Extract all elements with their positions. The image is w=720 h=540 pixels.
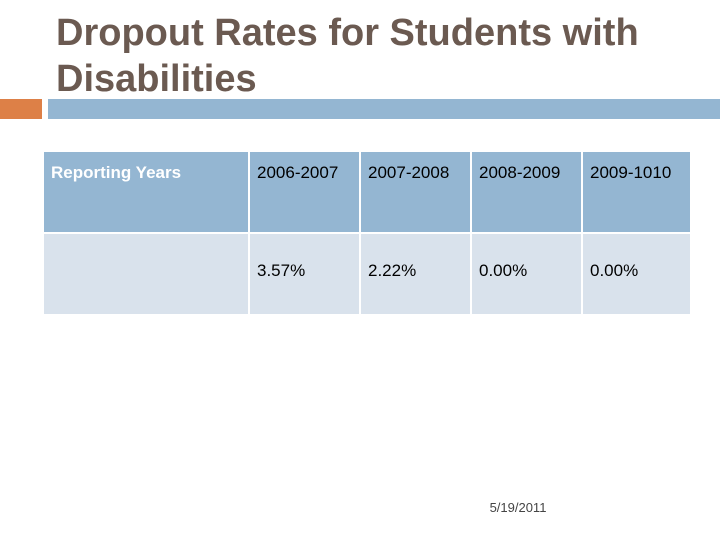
table-cell: [42, 232, 250, 316]
rate-value: 2.22%: [368, 261, 417, 280]
year-label: 2007-2008: [368, 163, 450, 182]
table-cell: 2.22%: [359, 232, 472, 316]
title-rule: [48, 99, 720, 119]
table-header-cell: 2009-1010: [581, 150, 692, 234]
table-cell: 0.00%: [581, 232, 692, 316]
rate-value: 0.00%: [590, 261, 639, 280]
accent-square: [0, 99, 42, 119]
slide-title: Dropout Rates for Students with Disabili…: [56, 12, 639, 100]
table-header-row: Reporting Years 2006-2007 2007-2008 2008…: [42, 150, 692, 234]
rate-value: 3.57%: [257, 261, 306, 280]
year-label: 2009-1010: [590, 163, 672, 182]
table-header-cell: 2008-2009: [470, 150, 583, 234]
dropout-rates-table: Reporting Years 2006-2007 2007-2008 2008…: [42, 150, 692, 316]
footer-date: 5/19/2011: [489, 500, 547, 515]
year-label: 2008-2009: [479, 163, 561, 182]
table-row: 3.57% 2.22% 0.00% 0.00%: [42, 232, 692, 316]
table-cell: 0.00%: [470, 232, 583, 316]
table-header-cell: Reporting Years: [42, 150, 250, 234]
rate-value: 0.00%: [479, 261, 528, 280]
row-header-label: Reporting Years: [51, 163, 182, 182]
table-header-cell: 2006-2007: [248, 150, 361, 234]
table-header-cell: 2007-2008: [359, 150, 472, 234]
year-label: 2006-2007: [257, 163, 339, 182]
table-cell: 3.57%: [248, 232, 361, 316]
row-label: [44, 234, 248, 261]
